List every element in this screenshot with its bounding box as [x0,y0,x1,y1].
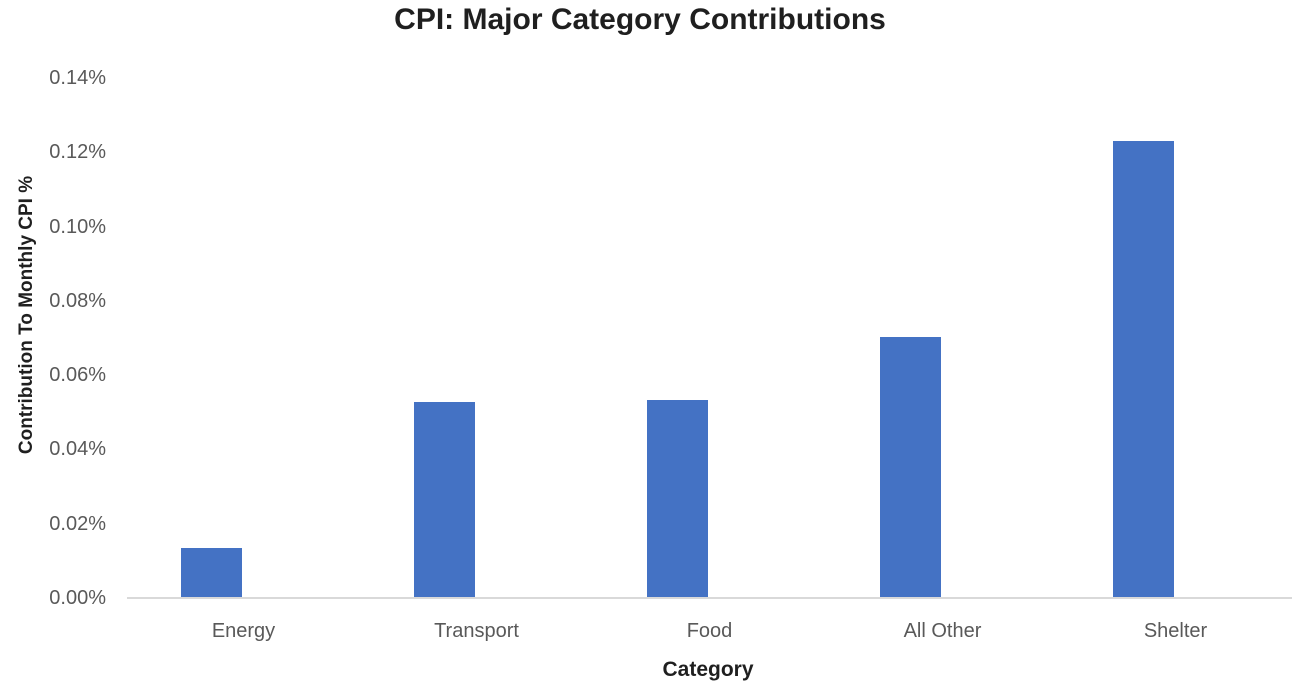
y-tick-label-0-12-: 0.12% [49,141,106,164]
x-axis-title: Category [662,658,754,681]
y-tick-label-0-08-: 0.08% [49,289,106,312]
x-tick-label-all-other: All Other [903,620,982,642]
bar-shelter [1113,141,1174,598]
bar-energy [181,547,242,598]
x-tick-label-shelter: Shelter [1143,620,1208,642]
x-tick-label-transport: Transport [434,620,519,642]
y-tick-label-0-14-: 0.14% [49,67,106,89]
chart-title: CPI: Major Category Contributions [394,3,886,36]
y-tick-label-0-10-: 0.10% [49,215,106,238]
bar-food [647,400,708,598]
x-axis-line [127,597,1292,599]
y-tick-label-0-04-: 0.04% [49,438,106,461]
y-tick-label-0-00-: 0.00% [49,587,106,609]
y-tick-label-0-02-: 0.02% [49,512,106,535]
x-tick-label-energy: Energy [211,620,276,642]
bar-all-other [880,336,941,598]
bar-transport [414,401,475,598]
y-tick-label-0-06-: 0.06% [49,364,106,387]
x-tick-label-food: Food [686,620,733,642]
